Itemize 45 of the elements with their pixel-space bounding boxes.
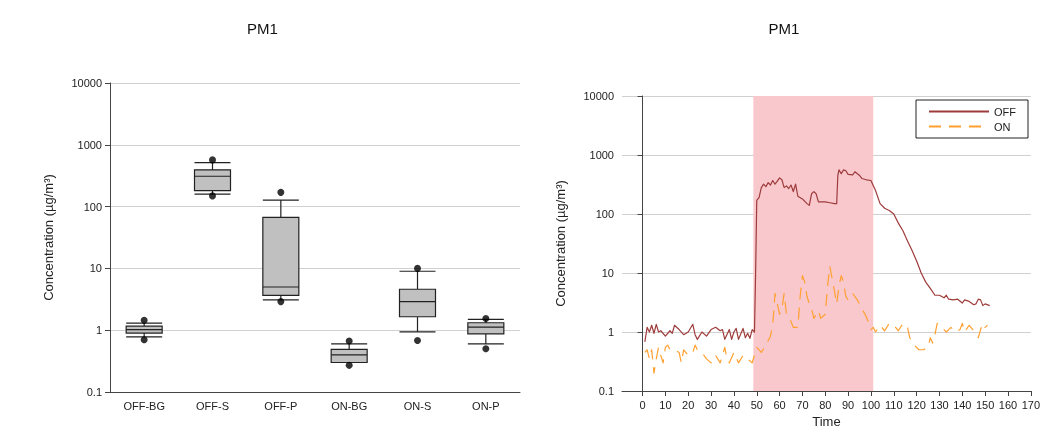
x-tick-label: 170 bbox=[1021, 398, 1040, 411]
y-tick-label: 100 bbox=[83, 200, 102, 213]
x-tick-label: 90 bbox=[841, 398, 855, 411]
y-tick-label: 0.1 bbox=[86, 386, 102, 398]
x-tick-label: ON-P bbox=[472, 399, 500, 412]
y-tick-label: 1000 bbox=[589, 149, 614, 161]
y-tick-label: 1 bbox=[607, 326, 614, 338]
x-tick-label: 160 bbox=[998, 398, 1018, 411]
x-tick-label: OFF-P bbox=[264, 399, 298, 412]
line-series bbox=[644, 169, 991, 343]
x-tick-label: 140 bbox=[953, 398, 972, 411]
x-tick-label: 60 bbox=[773, 398, 786, 411]
x-tick-label: ON-BG bbox=[331, 399, 368, 412]
y-tick-label: 100 bbox=[595, 208, 614, 220]
x-tick-label: 10 bbox=[659, 398, 672, 411]
x-tick-label: 30 bbox=[704, 398, 718, 411]
x-tick-label: 130 bbox=[930, 398, 949, 411]
y-axis-title: Concentration (µg/m³) bbox=[553, 180, 568, 307]
y-tick-label: 1000 bbox=[77, 138, 102, 151]
x-tick-label: 20 bbox=[682, 398, 695, 411]
y-tick-label: 10000 bbox=[583, 90, 614, 102]
x-tick-label: 100 bbox=[861, 398, 881, 411]
y-tick-label: 10 bbox=[89, 262, 102, 275]
x-tick-label: 0 bbox=[639, 398, 646, 411]
x-tick-label: 40 bbox=[727, 398, 741, 411]
y-axis-title: Concentration (µg/m³) bbox=[41, 174, 56, 301]
chart-title: PM1 bbox=[247, 20, 278, 37]
x-tick-label: 50 bbox=[750, 398, 763, 411]
x-tick-label: OFF-S bbox=[196, 399, 229, 412]
chart-title: PM1 bbox=[768, 20, 800, 37]
y-tick-label: 10 bbox=[601, 267, 614, 279]
text: OFF bbox=[994, 105, 1017, 118]
x-tick-label: 150 bbox=[975, 398, 995, 411]
x-tick-label: OFF-BG bbox=[123, 399, 165, 412]
line-series bbox=[644, 265, 989, 374]
x-tick-label: 120 bbox=[907, 398, 926, 411]
x-tick-label: 110 bbox=[885, 398, 903, 411]
y-tick-label: 1 bbox=[95, 324, 102, 337]
x-tick-label: 70 bbox=[796, 398, 809, 411]
y-tick-label: 0.1 bbox=[598, 385, 614, 397]
text: ON bbox=[994, 120, 1011, 133]
y-tick-label: 10000 bbox=[71, 77, 102, 89]
x-tick-label: 80 bbox=[819, 398, 832, 411]
x-axis-title: Time bbox=[812, 413, 841, 429]
x-tick-label: ON-S bbox=[403, 399, 432, 412]
